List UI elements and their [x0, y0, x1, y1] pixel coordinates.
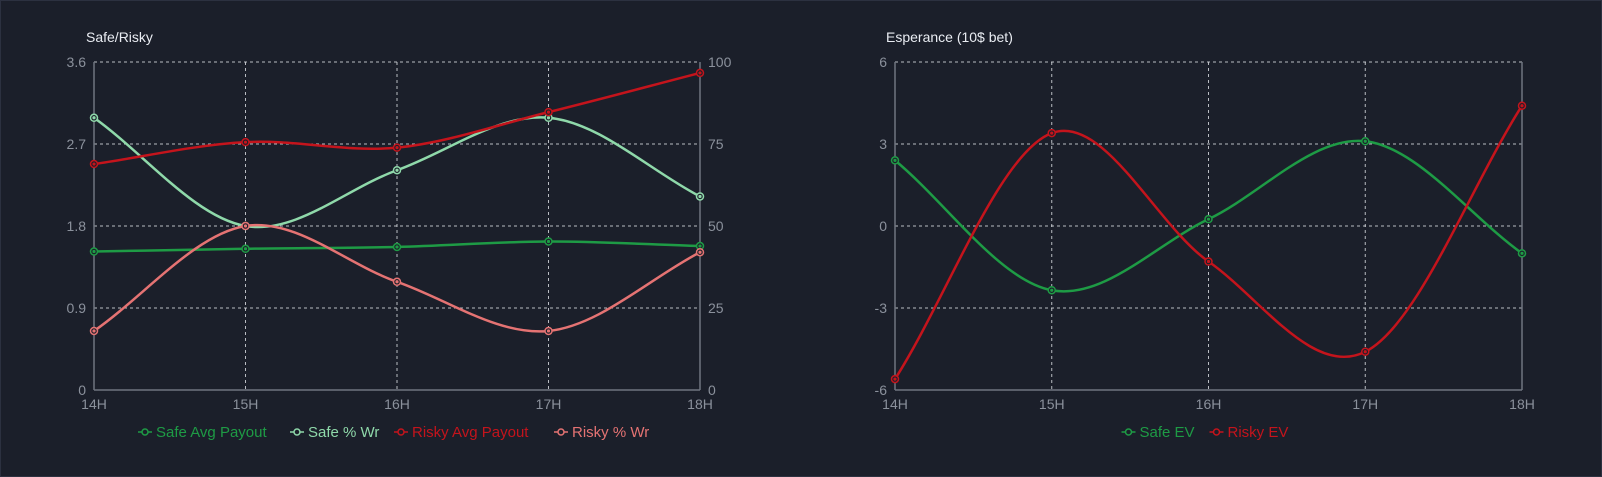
data-point-dot — [546, 329, 551, 333]
y-tick-label: -3 — [875, 300, 888, 316]
y-tick-label: 3 — [879, 136, 887, 152]
data-point-dot — [243, 140, 248, 144]
tick-labels: 0 0.9 1.8 2.7 3.6 0 25 50 75 100 14H 15H 16H 17H 18H — [67, 54, 732, 412]
legend[interactable]: Safe Avg Payout Safe % Wr Risky Avg Payout… — [138, 424, 649, 441]
data-point-dot — [92, 329, 96, 333]
data-point-dot — [92, 116, 96, 120]
data-point-dot — [1363, 350, 1367, 354]
legend-label: Risky EV — [1228, 424, 1289, 441]
legend-label: Risky Avg Payout — [412, 424, 529, 441]
esperance-chart: Esperance (10$ bet) -6 -3 0 3 6 14H 15H 16H 17H 1… — [875, 29, 1535, 441]
data-point-dot — [1206, 259, 1211, 264]
y-tick-label: 0 — [879, 218, 887, 234]
y-right-tick-label: 100 — [708, 54, 732, 70]
data-point-dot — [546, 116, 551, 120]
x-tick-label: 15H — [1039, 396, 1065, 412]
chart-title-esperance: Esperance (10$ bet) — [886, 29, 1013, 45]
legend-item-risky-ev[interactable]: Risky EV — [1209, 424, 1289, 441]
data-point-dot — [698, 244, 702, 248]
x-tick-label: 16H — [384, 396, 410, 412]
legend-marker-icon — [1124, 428, 1133, 436]
x-tick-label: 14H — [81, 396, 107, 412]
x-tick-label: 18H — [1509, 396, 1535, 412]
x-tick-label: 14H — [882, 396, 908, 412]
data-point-dot — [698, 71, 702, 75]
legend-item-safe-wr[interactable]: Safe % Wr — [290, 424, 379, 441]
data-point-dot — [893, 158, 897, 162]
legend-marker-icon — [293, 428, 301, 436]
grid — [894, 61, 1523, 391]
legend[interactable]: Safe EV Risky EV — [1121, 424, 1289, 441]
y-right-tick-label: 50 — [708, 218, 724, 234]
legend-label: Safe % Wr — [308, 424, 379, 441]
data-point-dot — [92, 162, 96, 166]
data-point-dot — [395, 280, 399, 284]
x-tick-label: 17H — [1352, 396, 1378, 412]
data-point-dot — [893, 377, 897, 381]
legend-marker-icon — [1212, 428, 1221, 436]
tick-labels: -6 -3 0 3 6 14H 15H 16H 17H 18H — [875, 54, 1535, 412]
data-point-dot — [395, 146, 399, 150]
grid — [93, 61, 701, 391]
chart-title-safe-risky: Safe/Risky — [86, 29, 153, 45]
legend-label: Safe Avg Payout — [156, 424, 267, 441]
data-point-dot — [1206, 217, 1211, 221]
data-point-dot — [1050, 131, 1054, 135]
data-point-dot — [546, 110, 551, 114]
y-tick-label: 0 — [78, 382, 86, 398]
legend-marker-icon — [397, 428, 405, 436]
data-point-dot — [243, 224, 248, 228]
y-right-tick-label: 75 — [708, 136, 724, 152]
y-tick-label: 0.9 — [67, 300, 87, 316]
data-point-dot — [1520, 251, 1524, 255]
x-tick-label: 16H — [1196, 396, 1222, 412]
series-lines — [89, 68, 705, 336]
safe-risky-chart: Safe/Risky 0 0.9 1.8 2.7 3.6 0 25 50 75 100 14H 15H… — [67, 29, 732, 441]
x-tick-label: 15H — [233, 396, 259, 412]
data-point-dot — [1363, 139, 1367, 143]
data-point-dot — [698, 250, 702, 254]
y-tick-label: 6 — [879, 54, 887, 70]
data-point-dot — [698, 194, 702, 199]
legend-label: Risky % Wr — [572, 424, 649, 441]
legend-marker-icon — [141, 428, 149, 436]
data-point-dot — [395, 168, 399, 172]
y-tick-label: 1.8 — [67, 218, 87, 234]
y-tick-label: -6 — [875, 382, 888, 398]
y-right-tick-label: 25 — [708, 300, 724, 316]
x-tick-label: 17H — [536, 396, 562, 412]
legend-item-safe-avg-payout[interactable]: Safe Avg Payout — [138, 424, 267, 441]
x-tick-label: 18H — [687, 396, 713, 412]
y-tick-label: 2.7 — [67, 136, 87, 152]
legend-item-safe-ev[interactable]: Safe EV — [1121, 424, 1195, 441]
series-lines — [890, 101, 1527, 384]
data-point-dot — [92, 249, 96, 254]
y-tick-label: 3.6 — [67, 54, 87, 70]
data-point-dot — [1050, 288, 1054, 292]
legend-item-risky-avg-payout[interactable]: Risky Avg Payout — [394, 424, 529, 441]
legend-label: Safe EV — [1140, 424, 1195, 441]
data-point-dot — [243, 247, 248, 251]
legend-marker-icon — [557, 428, 565, 436]
legend-item-risky-wr[interactable]: Risky % Wr — [554, 424, 649, 441]
y-right-tick-label: 0 — [708, 382, 716, 398]
data-point-dot — [546, 239, 551, 244]
data-point-dot — [395, 245, 399, 249]
data-point-dot — [1520, 104, 1524, 108]
